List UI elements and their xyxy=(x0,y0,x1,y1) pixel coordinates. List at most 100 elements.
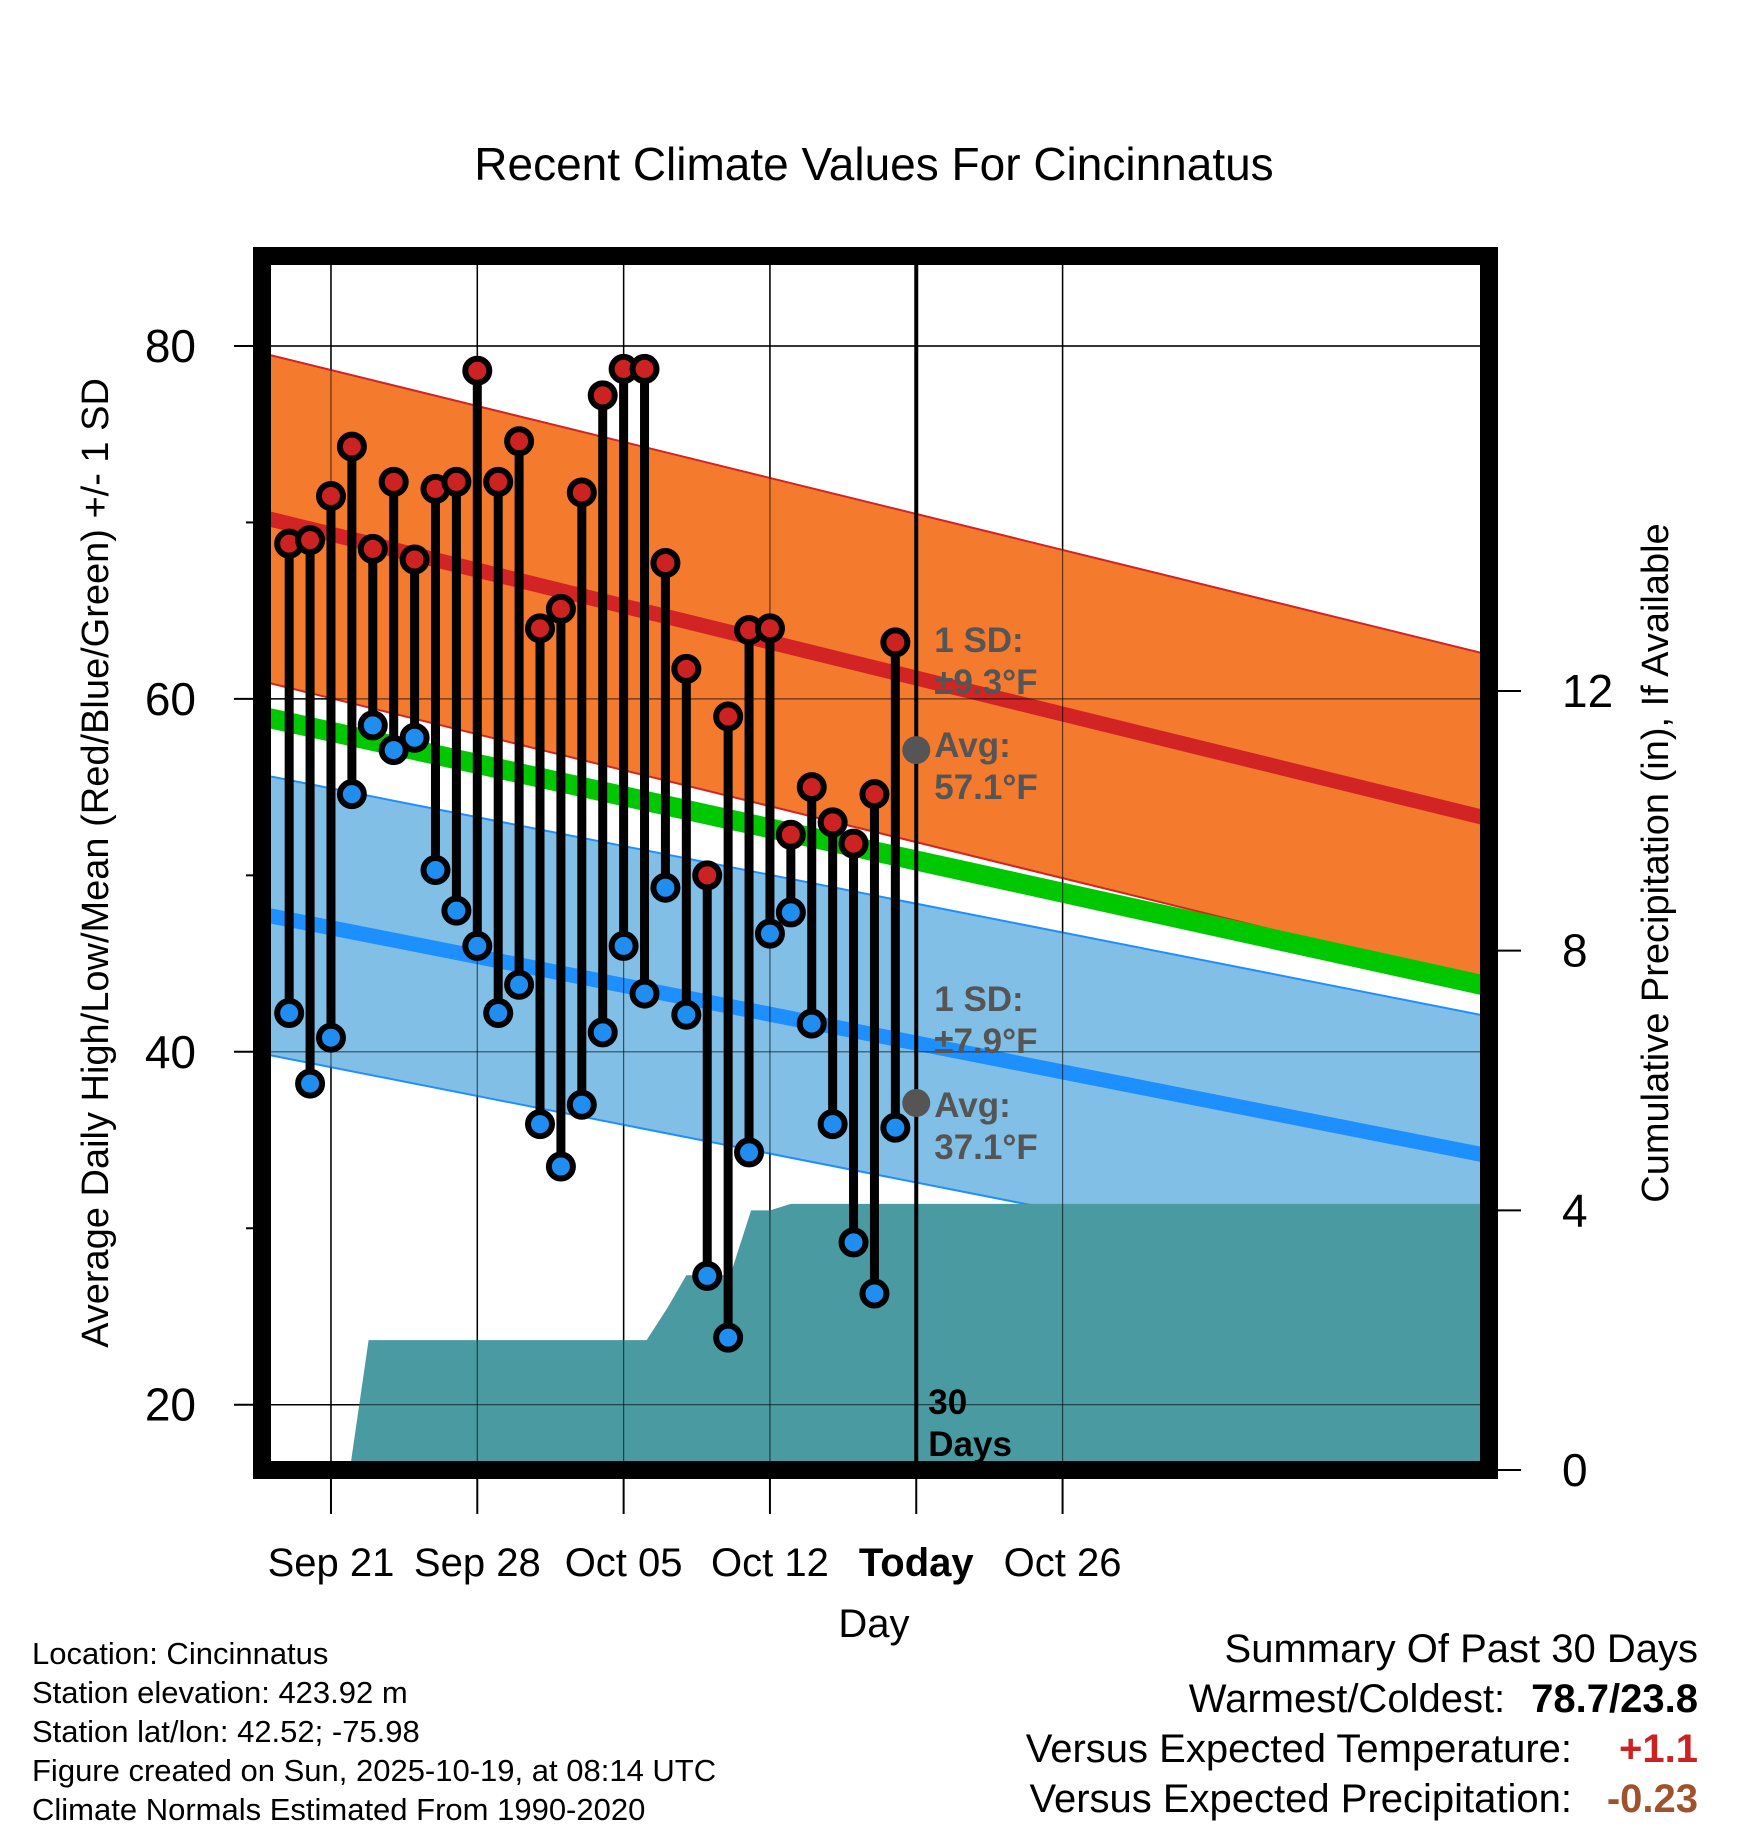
temp-value: +1.1 xyxy=(1619,1727,1698,1771)
summary-panel: Summary Of Past 30 Days Warmest/Coldest:… xyxy=(1026,1624,1698,1824)
today-high-avg-marker xyxy=(902,736,931,765)
x-tick-label: Today xyxy=(859,1541,975,1585)
daily-high-marker xyxy=(336,431,367,462)
precip-row: Versus Expected Precipitation: -0.23 xyxy=(1026,1774,1698,1824)
y2-tick-label: 12 xyxy=(1562,665,1613,717)
daily-low-marker xyxy=(713,1322,744,1353)
daily-high-marker xyxy=(399,544,430,575)
daily-low-marker xyxy=(650,872,681,903)
y2-tick-label: 4 xyxy=(1562,1184,1588,1236)
daily-high-marker xyxy=(295,525,326,556)
x-tick-label: Oct 12 xyxy=(711,1541,829,1585)
low-sd-annotation: 1 SD: ±7.9°F xyxy=(934,980,1037,1061)
today-low-avg-marker xyxy=(902,1088,931,1117)
x-axis-label: Day xyxy=(838,1602,909,1646)
daily-high-marker xyxy=(504,426,535,457)
warm-cold-row: Warmest/Coldest: 78.7/23.8 xyxy=(1026,1674,1698,1724)
elevation-text: Station elevation: 423.92 m xyxy=(32,1675,408,1710)
precip-label: Versus Expected Precipitation: xyxy=(1029,1777,1572,1821)
warm-cold-label: Warmest/Coldest: xyxy=(1188,1677,1506,1721)
daily-low-marker xyxy=(817,1109,848,1140)
daily-high-marker xyxy=(817,807,848,838)
normals-text: Climate Normals Estimated From 1990-2020 xyxy=(32,1792,646,1827)
daily-high-marker xyxy=(859,779,890,810)
daily-high-marker xyxy=(754,613,785,644)
daily-high-marker xyxy=(629,353,660,384)
daily-low-marker xyxy=(566,1089,597,1120)
daily-low-marker xyxy=(859,1278,890,1309)
temp-label: Versus Expected Temperature: xyxy=(1025,1727,1572,1771)
daily-low-marker xyxy=(504,969,535,1000)
x-tick-label: Sep 21 xyxy=(268,1541,395,1585)
daily-low-marker xyxy=(315,1022,346,1053)
y2-tick-label: 0 xyxy=(1562,1444,1588,1496)
daily-high-marker xyxy=(566,477,597,508)
daily-low-marker xyxy=(378,735,409,766)
y-axis-label: Average Daily High/Low/Mean (Red/Blue/Gr… xyxy=(75,378,117,1348)
y2-tick-label: 8 xyxy=(1562,925,1588,977)
daily-low-marker xyxy=(545,1151,576,1182)
daily-low-marker xyxy=(399,722,430,753)
daily-low-marker xyxy=(692,1260,723,1291)
daily-high-marker xyxy=(587,380,618,411)
daily-low-marker xyxy=(629,978,660,1009)
high-avg-annotation: Avg: 57.1°F xyxy=(934,726,1038,807)
daily-high-marker xyxy=(880,627,911,658)
daily-high-marker xyxy=(650,548,681,579)
daily-high-marker xyxy=(692,860,723,891)
summary-title: Summary Of Past 30 Days xyxy=(1224,1627,1698,1671)
daily-high-marker xyxy=(838,828,869,859)
plot-frame xyxy=(253,247,1498,1479)
daily-high-marker xyxy=(378,466,409,497)
y-tick-label: 60 xyxy=(145,673,196,725)
daily-low-marker xyxy=(336,779,367,810)
daily-high-marker xyxy=(775,819,806,850)
y-tick-label: 20 xyxy=(145,1379,196,1431)
daily-low-marker xyxy=(880,1112,911,1143)
precip-value: -0.23 xyxy=(1606,1777,1698,1821)
daily-low-marker xyxy=(587,1017,618,1048)
daily-high-marker xyxy=(796,772,827,803)
daily-high-marker xyxy=(441,466,472,497)
daily-high-marker xyxy=(525,613,556,644)
daily-high-marker xyxy=(357,533,388,564)
days-annotation: 30 Days xyxy=(928,1383,1012,1464)
daily-low-marker xyxy=(462,930,493,961)
daily-low-marker xyxy=(796,1008,827,1039)
daily-low-marker xyxy=(483,997,514,1028)
daily-low-marker xyxy=(754,918,785,949)
latlon-text: Station lat/lon: 42.52; -75.98 xyxy=(32,1714,420,1749)
high-sd-annotation: 1 SD: ±9.3°F xyxy=(934,621,1037,702)
temp-row: Versus Expected Temperature: +1.1 xyxy=(1026,1724,1698,1774)
normal-high-line xyxy=(262,509,1489,827)
daily-low-marker xyxy=(420,855,451,886)
daily-low-marker xyxy=(525,1109,556,1140)
location-text: Location: Cincinnatus xyxy=(32,1636,329,1671)
daily-low-marker xyxy=(671,999,702,1030)
daily-low-marker xyxy=(274,997,305,1028)
daily-low-marker xyxy=(775,897,806,928)
daily-low-marker xyxy=(838,1227,869,1258)
daily-low-marker xyxy=(357,710,388,741)
warm-cold-value: 78.7/23.8 xyxy=(1531,1677,1698,1721)
chart-title: Recent Climate Values For Cincinnatus xyxy=(474,138,1273,190)
station-info: Location: Cincinnatus Station elevation:… xyxy=(32,1634,716,1829)
x-tick-label: Oct 05 xyxy=(565,1541,683,1585)
x-tick-label: Sep 28 xyxy=(414,1541,541,1585)
y-tick-label: 80 xyxy=(145,320,196,372)
daily-low-marker xyxy=(295,1068,326,1099)
low-avg-annotation: Avg: 37.1°F xyxy=(934,1086,1038,1167)
x-tick-label: Oct 26 xyxy=(1004,1541,1122,1585)
daily-high-marker xyxy=(483,466,514,497)
daily-high-marker xyxy=(713,701,744,732)
precip-area xyxy=(262,1203,1489,1470)
daily-low-marker xyxy=(734,1137,765,1168)
daily-low-marker xyxy=(441,895,472,926)
daily-low-marker xyxy=(608,930,639,961)
daily-high-marker xyxy=(671,653,702,684)
y-tick-label: 40 xyxy=(145,1026,196,1078)
daily-high-marker xyxy=(315,480,346,511)
created-text: Figure created on Sun, 2025-10-19, at 08… xyxy=(32,1753,717,1788)
daily-high-marker xyxy=(462,355,493,386)
